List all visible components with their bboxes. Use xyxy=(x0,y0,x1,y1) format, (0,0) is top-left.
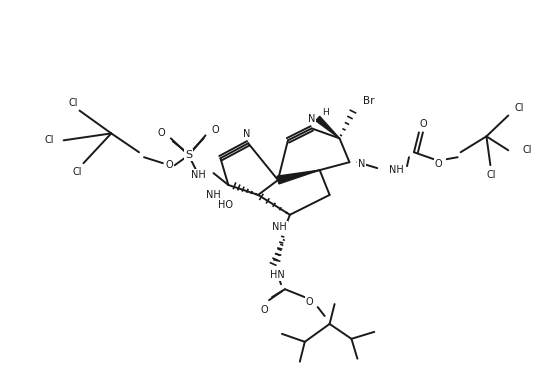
Text: H: H xyxy=(322,108,329,117)
Text: NH: NH xyxy=(206,190,220,200)
Text: O: O xyxy=(212,125,219,135)
Text: Cl: Cl xyxy=(486,170,496,180)
Text: O: O xyxy=(419,120,426,130)
Polygon shape xyxy=(316,116,340,138)
Text: Cl: Cl xyxy=(514,103,524,113)
Text: NH: NH xyxy=(272,222,287,232)
Text: NH: NH xyxy=(191,170,206,180)
Text: O: O xyxy=(165,160,173,170)
Text: Br: Br xyxy=(363,96,374,106)
Text: Cl: Cl xyxy=(69,98,78,108)
Text: HO: HO xyxy=(219,200,234,210)
Text: Cl: Cl xyxy=(45,135,54,145)
Text: O: O xyxy=(157,128,165,138)
Text: O: O xyxy=(260,305,268,315)
Polygon shape xyxy=(277,170,320,184)
Text: Cl: Cl xyxy=(522,145,532,155)
Text: N: N xyxy=(242,130,250,139)
Text: NH: NH xyxy=(389,165,404,175)
Text: O: O xyxy=(306,297,314,307)
Text: HN: HN xyxy=(270,270,285,280)
Text: O: O xyxy=(435,159,443,169)
Text: Cl: Cl xyxy=(73,167,82,177)
Text: N: N xyxy=(308,114,315,124)
Text: S: S xyxy=(185,150,192,160)
Text: N: N xyxy=(358,159,365,169)
